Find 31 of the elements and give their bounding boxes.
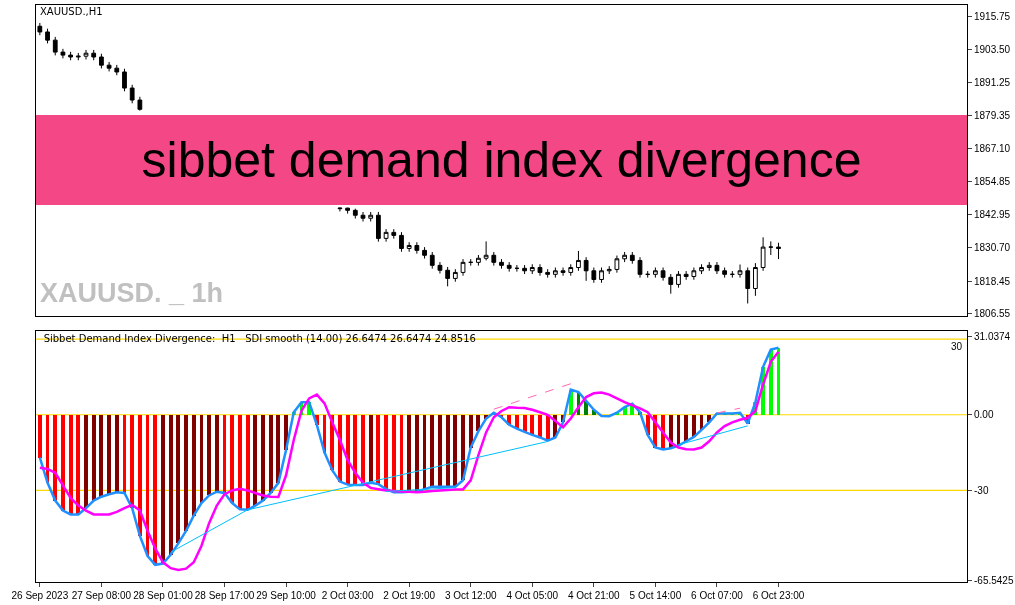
title-banner: sibbet demand index divergence: [36, 115, 967, 205]
ref-line-label: 30: [951, 341, 963, 352]
y-tick-label: 1842.95: [974, 208, 1011, 220]
y-tick-label: 1867.10: [974, 143, 1011, 155]
x-tick-label: 2 Oct 19:00: [383, 590, 436, 601]
annotation: XAUUSD. _ 1h: [40, 278, 224, 308]
y-tick-label: 31.0374: [974, 330, 1011, 342]
y-tick-label: 1903.50: [974, 43, 1011, 55]
x-tick-label: 28 Sep 01:00: [133, 590, 194, 601]
x-tick-label: 3 Oct 12:00: [444, 590, 498, 601]
y-tick-label: 1806.55: [974, 307, 1011, 319]
x-tick-label: 28 Sep 17:00: [194, 590, 255, 601]
x-tick-label: 29 Sep 10:00: [256, 590, 317, 601]
y-tick-label: -30: [974, 484, 989, 496]
y-tick-label: 0.00: [974, 409, 994, 421]
x-tick-label: 27 Sep 08:00: [71, 590, 132, 601]
x-tick-label: 6 Oct 23:00: [752, 590, 805, 601]
x-tick-label: 4 Oct 05:00: [506, 590, 559, 601]
y-tick-label: 1915.75: [974, 10, 1011, 22]
y-tick-label: 1879.35: [974, 109, 1011, 121]
x-tick-label: 5 Oct 14:00: [629, 590, 682, 601]
y-tick-label: 1830.70: [974, 242, 1011, 254]
y-tick-label: -65.5425: [974, 574, 1014, 586]
y-tick-label: 1818.45: [974, 275, 1011, 287]
y-tick-label: 1854.85: [974, 176, 1011, 188]
x-tick-label: 2 Oct 03:00: [321, 590, 374, 601]
chart-subtitle: XAUUSD.,H1: [40, 6, 103, 17]
x-tick-label: 6 Oct 07:00: [691, 590, 744, 601]
x-tick-label: 4 Oct 21:00: [567, 590, 621, 601]
y-tick-label: 1891.25: [974, 77, 1011, 89]
x-tick-label: 26 Sep 2023: [11, 590, 69, 601]
